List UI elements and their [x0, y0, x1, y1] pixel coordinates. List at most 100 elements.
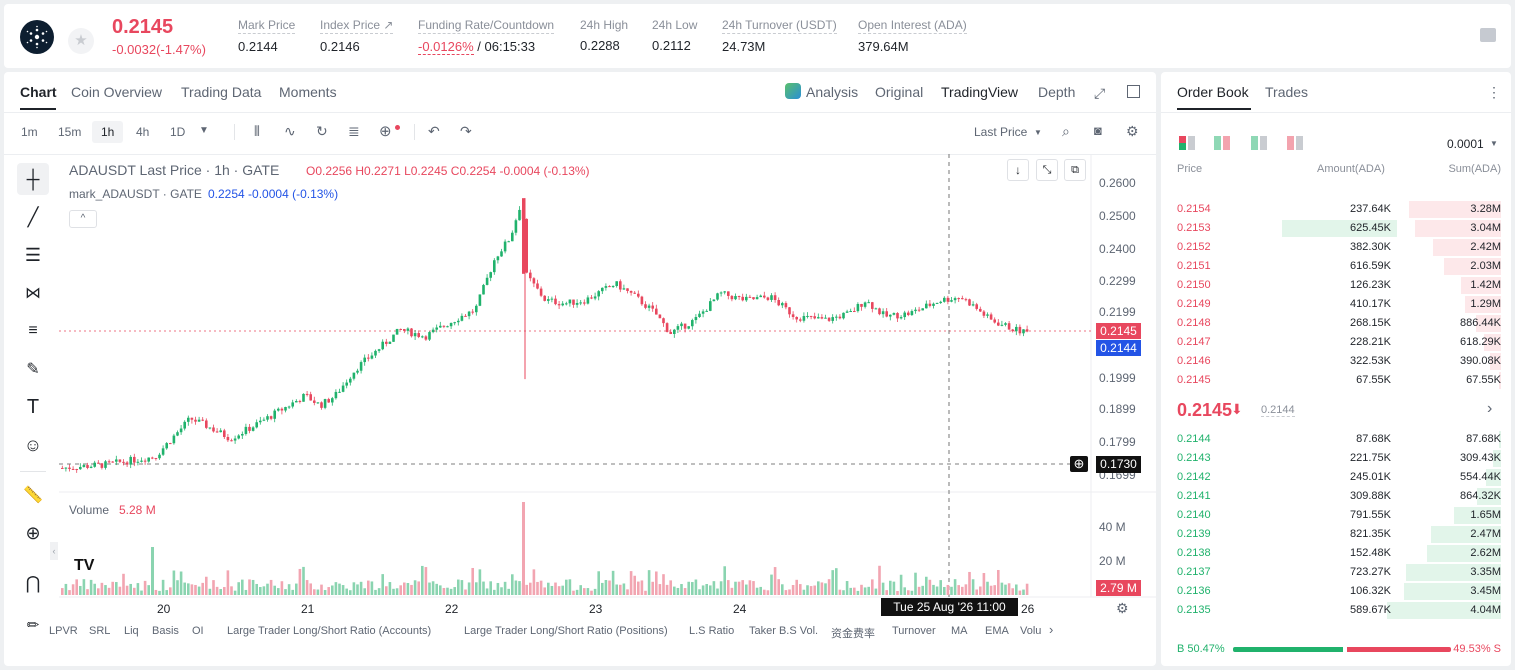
- precision-chevron-icon[interactable]: ▼: [1490, 139, 1498, 148]
- ob-more-chevron-icon[interactable]: ›: [1487, 400, 1493, 417]
- redo-icon[interactable]: ↷: [460, 123, 472, 139]
- indicator-item[interactable]: Basis: [152, 625, 179, 637]
- add-alert-icon[interactable]: ⊕: [1070, 456, 1088, 472]
- maximize-icon[interactable]: ⧉: [1064, 159, 1086, 181]
- indicator-item[interactable]: Volu: [1020, 625, 1042, 637]
- magnet-tool-icon[interactable]: ⋂: [25, 572, 41, 593]
- ob-sum: 3.35M: [1470, 566, 1501, 578]
- ask-row[interactable]: 0.2148 268.15K 886.44K: [1161, 314, 1511, 333]
- collapse-icon[interactable]: ⤡: [1036, 159, 1058, 181]
- camera-icon[interactable]: ◙: [1094, 123, 1102, 138]
- volume-bar: [140, 590, 143, 595]
- tab-order-book[interactable]: Order Book: [1177, 84, 1249, 100]
- indicator-item[interactable]: 资金费率: [831, 628, 875, 640]
- ask-row[interactable]: 0.2149 410.17K 1.29M: [1161, 295, 1511, 314]
- edit-tool-icon[interactable]: ✏: [26, 617, 40, 634]
- ask-row[interactable]: 0.2151 616.59K 2.03M: [1161, 257, 1511, 276]
- view-depth[interactable]: Depth: [1038, 84, 1076, 100]
- interval-4h[interactable]: 4h: [136, 125, 150, 139]
- emoji-tool-icon[interactable]: ☺: [23, 434, 43, 455]
- collapse-legend-icon[interactable]: ^: [69, 210, 97, 228]
- bid-row[interactable]: 0.2137 723.27K 3.35M: [1161, 563, 1511, 582]
- ask-row[interactable]: 0.2147 228.21K 618.29K: [1161, 333, 1511, 352]
- bid-row[interactable]: 0.2139 821.35K 2.47M: [1161, 525, 1511, 544]
- ask-row[interactable]: 0.2152 382.30K 2.42M: [1161, 238, 1511, 257]
- expand-icon[interactable]: ⤢: [1094, 85, 1106, 101]
- layout-asks-icon[interactable]: [1287, 136, 1303, 150]
- price-source-chevron-icon[interactable]: ▼: [1034, 128, 1042, 137]
- indicators-next-icon[interactable]: ›: [1049, 622, 1054, 637]
- collapse-toolbar-icon[interactable]: ‹: [50, 542, 58, 560]
- undo-icon[interactable]: ↶: [428, 123, 440, 139]
- layout-split-icon[interactable]: [1214, 136, 1230, 150]
- brush-tool-icon[interactable]: ✎: [26, 361, 40, 378]
- interval-1h[interactable]: 1h: [92, 121, 124, 143]
- bid-row[interactable]: 0.2144 87.68K 87.68K: [1161, 430, 1511, 449]
- tab-chart[interactable]: Chart: [20, 84, 57, 100]
- tab-moments[interactable]: Moments: [279, 84, 337, 100]
- crosshair-tool-icon[interactable]: ┼: [17, 163, 49, 195]
- bid-row[interactable]: 0.2138 152.48K 2.62M: [1161, 544, 1511, 563]
- indicator-item[interactable]: LPVR: [49, 625, 78, 637]
- tradingview-logo-icon: TV: [74, 557, 95, 574]
- templates-icon[interactable]: ≣: [348, 123, 360, 139]
- search-icon[interactable]: ⌕: [1062, 123, 1070, 139]
- candlestick-chart[interactable]: [4, 72, 1156, 666]
- scroll-down-icon[interactable]: ↓: [1007, 159, 1029, 181]
- indicator-item[interactable]: Large Trader Long/Short Ratio (Positions…: [464, 625, 668, 637]
- chart-settings-icon[interactable]: ⚙: [1116, 600, 1129, 616]
- interval-1d[interactable]: 1D: [170, 125, 186, 139]
- ask-row[interactable]: 0.2154 237.64K 3.28M: [1161, 200, 1511, 219]
- indicator-item[interactable]: MA: [951, 625, 968, 637]
- bid-row[interactable]: 0.2143 221.75K 309.43K: [1161, 449, 1511, 468]
- bid-row[interactable]: 0.2140 791.55K 1.65M: [1161, 506, 1511, 525]
- interval-dropdown-icon[interactable]: ▼: [199, 125, 209, 136]
- indicator-item[interactable]: EMA: [985, 625, 1009, 637]
- indicators-icon[interactable]: ∿: [284, 123, 296, 139]
- view-analysis[interactable]: Analysis: [806, 84, 859, 100]
- indicator-item[interactable]: SRL: [89, 625, 111, 637]
- tab-coin-overview[interactable]: Coin Overview: [71, 84, 163, 100]
- interval-1m[interactable]: 1m: [21, 125, 38, 139]
- candle-type-icon[interactable]: ⫴: [254, 123, 260, 139]
- add-indicator-icon[interactable]: ⊕: [379, 123, 392, 140]
- ask-row[interactable]: 0.2146 322.53K 390.08K: [1161, 352, 1511, 371]
- fullscreen-icon[interactable]: [1127, 85, 1140, 98]
- refresh-icon[interactable]: ↻: [316, 123, 328, 139]
- favorite-star-icon[interactable]: ★: [68, 28, 94, 54]
- bid-row[interactable]: 0.2141 309.88K 864.32K: [1161, 487, 1511, 506]
- trendline-tool-icon[interactable]: ╱: [27, 206, 39, 227]
- text-tool-icon[interactable]: T: [26, 395, 40, 418]
- volume-bar: [889, 580, 892, 595]
- bid-row[interactable]: 0.2135 589.67K 4.04M: [1161, 601, 1511, 620]
- bid-row[interactable]: 0.2142 245.01K 554.44K: [1161, 468, 1511, 487]
- layout-both-icon[interactable]: [1179, 136, 1195, 150]
- layout-bids-icon[interactable]: [1251, 136, 1267, 150]
- ask-row[interactable]: 0.2145 67.55K 67.55K: [1161, 371, 1511, 390]
- book-icon[interactable]: [1480, 28, 1496, 42]
- indicator-item[interactable]: Turnover: [892, 625, 936, 637]
- zoom-in-tool-icon[interactable]: ⊕: [25, 522, 41, 543]
- fib-tool-icon[interactable]: ≡: [28, 322, 38, 339]
- settings-gear-icon[interactable]: ⚙: [1126, 123, 1139, 139]
- indicator-item[interactable]: L.S Ratio: [689, 625, 735, 637]
- more-options-icon[interactable]: ⋮: [1487, 84, 1501, 100]
- precision-select[interactable]: 0.0001: [1447, 137, 1484, 151]
- interval-15m[interactable]: 15m: [58, 125, 82, 139]
- ask-row[interactable]: 0.2150 126.23K 1.42M: [1161, 276, 1511, 295]
- bid-row[interactable]: 0.2136 106.32K 3.45M: [1161, 582, 1511, 601]
- ask-row[interactable]: 0.2153 625.45K 3.04M: [1161, 219, 1511, 238]
- indicator-item[interactable]: Liq: [124, 625, 139, 637]
- indicator-item[interactable]: Taker B.S Vol.: [749, 625, 819, 637]
- view-original[interactable]: Original: [875, 84, 924, 100]
- ruler-tool-icon[interactable]: 📏: [23, 487, 43, 504]
- view-tradingview[interactable]: TradingView: [941, 84, 1019, 100]
- pattern-tool-icon[interactable]: ⋈: [25, 285, 41, 302]
- tab-trading-data[interactable]: Trading Data: [181, 84, 262, 100]
- price-source-select[interactable]: Last Price: [974, 125, 1028, 139]
- tab-trades[interactable]: Trades: [1265, 84, 1309, 100]
- stat-index-price[interactable]: Index Price ↗ 0.2146: [320, 18, 394, 54]
- indicator-item[interactable]: OI: [192, 625, 204, 637]
- parallel-channel-tool-icon[interactable]: ☰: [24, 244, 42, 265]
- indicator-item[interactable]: Large Trader Long/Short Ratio (Accounts): [227, 625, 432, 637]
